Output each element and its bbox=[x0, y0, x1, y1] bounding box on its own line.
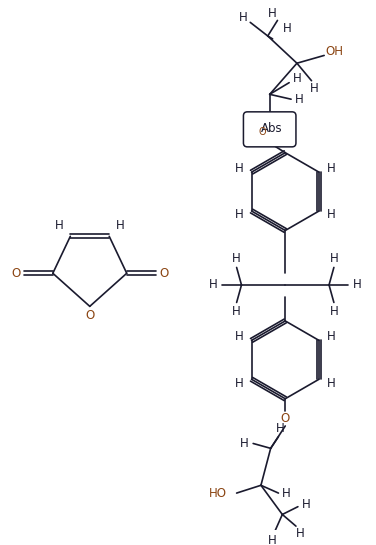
Text: H: H bbox=[327, 162, 336, 175]
Text: H: H bbox=[294, 93, 303, 106]
Text: O: O bbox=[11, 267, 20, 280]
Text: O: O bbox=[85, 308, 94, 322]
Text: H: H bbox=[240, 437, 249, 450]
Text: H: H bbox=[327, 330, 336, 343]
Text: H: H bbox=[282, 487, 291, 500]
Text: H: H bbox=[55, 219, 64, 232]
Text: HO: HO bbox=[209, 487, 227, 500]
Text: H: H bbox=[268, 534, 277, 545]
Text: H: H bbox=[232, 305, 241, 318]
Text: H: H bbox=[232, 252, 241, 265]
Text: H: H bbox=[293, 72, 301, 85]
Text: Abs: Abs bbox=[261, 122, 282, 135]
Text: H: H bbox=[302, 498, 311, 511]
Text: H: H bbox=[209, 278, 218, 292]
Text: H: H bbox=[353, 278, 362, 292]
Text: H: H bbox=[235, 330, 243, 343]
Text: H: H bbox=[310, 82, 319, 95]
Text: H: H bbox=[296, 528, 304, 541]
Text: OH: OH bbox=[325, 45, 343, 58]
Text: H: H bbox=[235, 208, 243, 221]
FancyBboxPatch shape bbox=[243, 112, 296, 147]
Text: H: H bbox=[283, 22, 291, 35]
Text: H: H bbox=[235, 377, 243, 390]
Text: O: O bbox=[159, 267, 168, 280]
Text: H: H bbox=[327, 377, 336, 390]
Text: H: H bbox=[268, 7, 277, 20]
Text: H: H bbox=[329, 252, 338, 265]
Text: H: H bbox=[327, 208, 336, 221]
Text: H: H bbox=[239, 11, 248, 24]
Text: H: H bbox=[276, 422, 285, 435]
Text: H: H bbox=[235, 162, 243, 175]
Text: O: O bbox=[258, 128, 266, 137]
Text: H: H bbox=[329, 305, 338, 318]
Text: H: H bbox=[115, 219, 124, 232]
Text: O: O bbox=[280, 411, 290, 425]
